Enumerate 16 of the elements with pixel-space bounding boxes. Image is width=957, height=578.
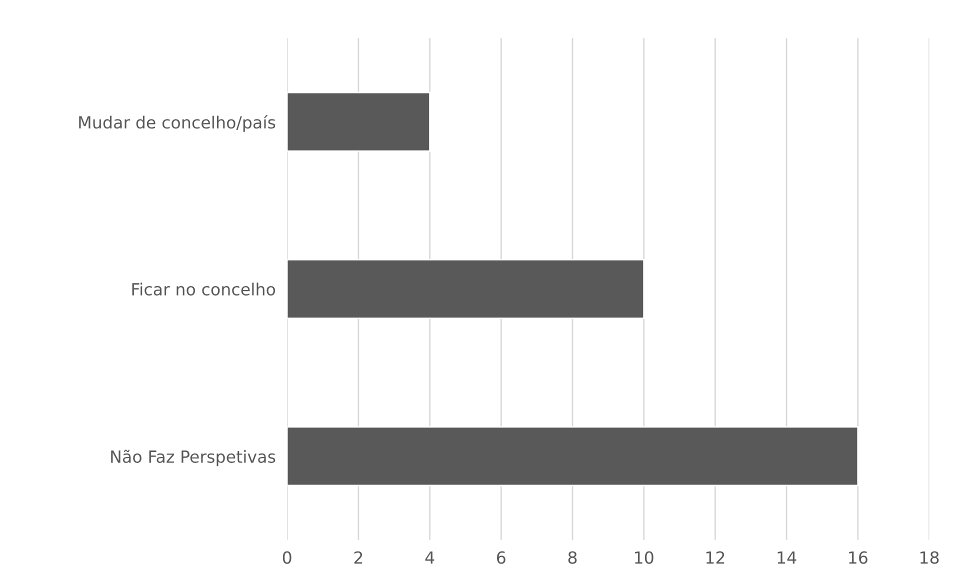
- bar: [287, 426, 859, 486]
- bar: [287, 92, 430, 152]
- x-tick-label: 0: [282, 551, 292, 564]
- x-tick-label: 14: [778, 551, 796, 564]
- y-tick-label: Mudar de concelho/país: [79, 115, 276, 132]
- x-tick-label: 4: [425, 551, 434, 564]
- bar: [287, 259, 645, 319]
- y-tick-label: Ficar no concelho: [132, 282, 276, 296]
- x-tick-label: 16: [849, 551, 868, 564]
- x-tick-label: 2: [354, 551, 362, 564]
- x-tick-label: 8: [568, 551, 577, 564]
- x-tick-label: 18: [920, 551, 939, 564]
- x-tick-label: 12: [706, 551, 724, 564]
- x-tick-label: 10: [635, 551, 654, 564]
- x-tick-label: 6: [497, 551, 506, 564]
- y-tick-label: Não Faz Perspetivas: [111, 450, 276, 466]
